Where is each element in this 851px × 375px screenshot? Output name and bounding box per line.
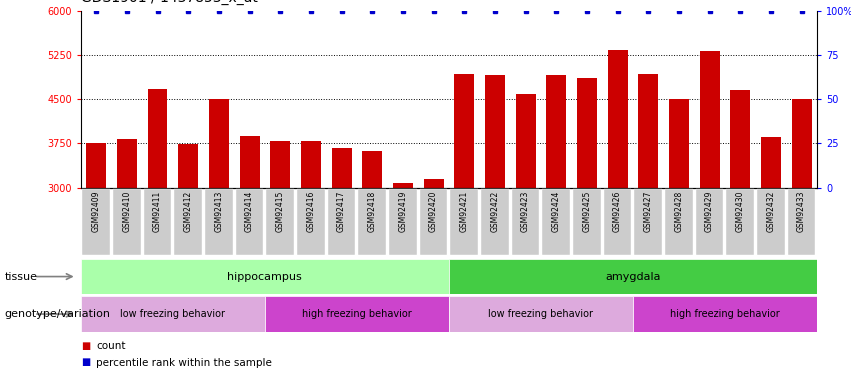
Text: tissue: tissue — [4, 272, 37, 282]
FancyBboxPatch shape — [205, 189, 232, 255]
Bar — [700, 51, 720, 188]
FancyBboxPatch shape — [573, 189, 601, 255]
Text: amygdala: amygdala — [605, 272, 660, 282]
Text: GSM92421: GSM92421 — [460, 191, 469, 232]
Text: hippocampus: hippocampus — [227, 272, 302, 282]
Text: GDS1901 / 1437853_x_at: GDS1901 / 1437853_x_at — [81, 0, 258, 5]
FancyBboxPatch shape — [448, 259, 817, 294]
Text: ■: ■ — [81, 340, 90, 351]
Text: GSM92409: GSM92409 — [92, 191, 100, 232]
Text: GSM92414: GSM92414 — [245, 191, 254, 232]
Bar — [424, 179, 443, 188]
FancyBboxPatch shape — [297, 189, 325, 255]
FancyBboxPatch shape — [633, 296, 817, 332]
Text: count: count — [96, 340, 126, 351]
Bar — [393, 183, 413, 188]
FancyBboxPatch shape — [448, 296, 633, 332]
FancyBboxPatch shape — [266, 189, 294, 255]
FancyBboxPatch shape — [358, 189, 386, 255]
Text: high freezing behavior: high freezing behavior — [302, 309, 412, 319]
FancyBboxPatch shape — [83, 189, 110, 255]
Text: GSM92430: GSM92430 — [736, 191, 745, 232]
FancyBboxPatch shape — [696, 189, 723, 255]
Bar — [669, 99, 689, 188]
Bar — [178, 144, 198, 188]
FancyBboxPatch shape — [81, 296, 265, 332]
FancyBboxPatch shape — [174, 189, 202, 255]
Text: ■: ■ — [81, 357, 90, 368]
FancyBboxPatch shape — [328, 189, 356, 255]
Text: GSM92415: GSM92415 — [276, 191, 285, 232]
Bar — [761, 137, 781, 188]
Text: GSM92413: GSM92413 — [214, 191, 223, 232]
Text: GSM92426: GSM92426 — [613, 191, 622, 232]
Text: GSM92416: GSM92416 — [306, 191, 316, 232]
Bar — [485, 75, 505, 188]
Bar — [117, 140, 137, 188]
Text: GSM92432: GSM92432 — [767, 191, 775, 232]
Text: GSM92429: GSM92429 — [705, 191, 714, 232]
FancyBboxPatch shape — [113, 189, 140, 255]
FancyBboxPatch shape — [665, 189, 693, 255]
Text: GSM92425: GSM92425 — [582, 191, 591, 232]
Text: GSM92433: GSM92433 — [797, 191, 806, 232]
Text: genotype/variation: genotype/variation — [4, 309, 111, 319]
FancyBboxPatch shape — [788, 189, 815, 255]
Bar — [240, 136, 260, 188]
Text: high freezing behavior: high freezing behavior — [670, 309, 780, 319]
FancyBboxPatch shape — [236, 189, 263, 255]
Bar — [208, 99, 229, 188]
Text: low freezing behavior: low freezing behavior — [488, 309, 593, 319]
FancyBboxPatch shape — [757, 189, 785, 255]
FancyBboxPatch shape — [450, 189, 478, 255]
Bar — [638, 74, 658, 188]
Bar — [791, 99, 812, 188]
FancyBboxPatch shape — [727, 189, 754, 255]
Text: GSM92418: GSM92418 — [368, 191, 377, 232]
Text: GSM92420: GSM92420 — [429, 191, 438, 232]
Bar — [86, 144, 106, 188]
FancyBboxPatch shape — [265, 296, 448, 332]
Bar — [516, 94, 535, 188]
Text: GSM92410: GSM92410 — [123, 191, 131, 232]
Text: GSM92417: GSM92417 — [337, 191, 346, 232]
FancyBboxPatch shape — [81, 259, 448, 294]
Bar — [608, 50, 627, 188]
Text: low freezing behavior: low freezing behavior — [120, 309, 226, 319]
FancyBboxPatch shape — [420, 189, 448, 255]
Text: GSM92427: GSM92427 — [643, 191, 653, 232]
Bar — [546, 75, 566, 188]
Text: percentile rank within the sample: percentile rank within the sample — [96, 357, 272, 368]
FancyBboxPatch shape — [542, 189, 570, 255]
FancyBboxPatch shape — [144, 189, 171, 255]
Text: GSM92412: GSM92412 — [184, 191, 192, 232]
Bar — [454, 74, 474, 188]
Text: GSM92419: GSM92419 — [398, 191, 408, 232]
Bar — [363, 151, 382, 188]
FancyBboxPatch shape — [389, 189, 417, 255]
FancyBboxPatch shape — [635, 189, 662, 255]
Text: GSM92411: GSM92411 — [153, 191, 162, 232]
Text: GSM92422: GSM92422 — [490, 191, 500, 232]
Bar — [577, 78, 597, 188]
Text: GSM92428: GSM92428 — [675, 191, 683, 232]
Bar — [730, 90, 751, 188]
Text: GSM92424: GSM92424 — [551, 191, 561, 232]
FancyBboxPatch shape — [481, 189, 509, 255]
FancyBboxPatch shape — [604, 189, 631, 255]
Text: GSM92423: GSM92423 — [521, 191, 530, 232]
Bar — [332, 148, 351, 188]
Bar — [271, 141, 290, 188]
FancyBboxPatch shape — [511, 189, 540, 255]
Bar — [147, 89, 168, 188]
Bar — [301, 141, 321, 188]
